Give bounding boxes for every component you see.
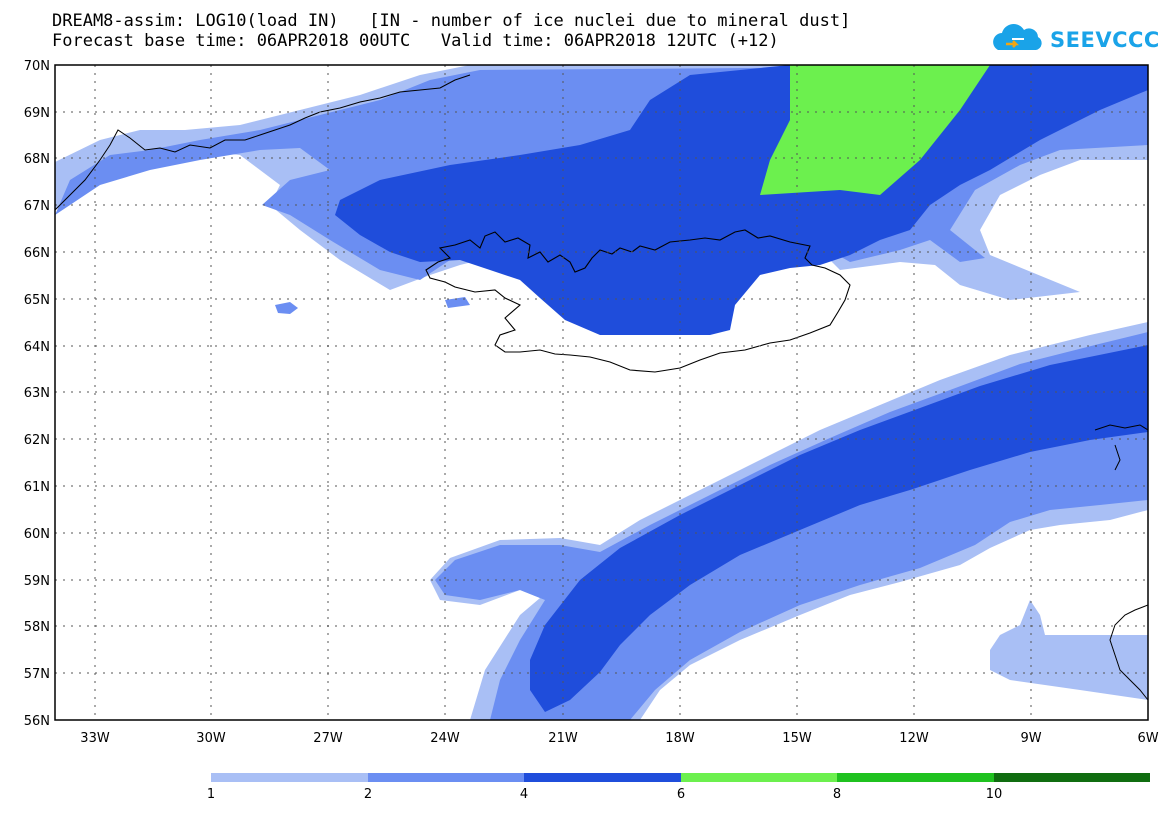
lat-label: 57N <box>24 667 50 682</box>
legend-tick-label: 1 <box>207 787 215 802</box>
scotland-coastline <box>1109 604 1148 701</box>
lon-label: 24W <box>430 731 460 746</box>
legend-swatch <box>681 773 837 782</box>
lon-label: 21W <box>548 731 578 746</box>
lon-label: 27W <box>313 731 343 746</box>
contour-level-4-north <box>335 65 1148 335</box>
lon-label: 9W <box>1020 731 1041 746</box>
cloud-icon <box>993 24 1042 50</box>
coastline-layer <box>55 74 1148 701</box>
legend-tick-label: 4 <box>520 787 528 802</box>
lat-label: 70N <box>24 59 50 74</box>
chart-title-line-1: DREAM8-assim: LOG10(load IN) [IN - numbe… <box>52 11 851 31</box>
legend-swatch <box>994 773 1150 782</box>
lat-label: 59N <box>24 574 50 589</box>
lat-label: 61N <box>24 480 50 495</box>
legend-tick-label: 2 <box>364 787 372 802</box>
lon-label: 30W <box>196 731 226 746</box>
logo-text: SEEVCCC <box>1050 28 1160 52</box>
lat-label: 68N <box>24 152 50 167</box>
lon-label: 6W <box>1137 731 1158 746</box>
legend-swatch <box>211 773 368 782</box>
seevccc-logo <box>993 24 1042 50</box>
graticule <box>55 65 1148 720</box>
lat-label: 65N <box>24 293 50 308</box>
longitude-labels: 33W 30W 27W 24W 21W 18W 15W 12W 9W 6W <box>80 731 1158 746</box>
contour-blob-1 <box>275 302 298 314</box>
map-frame <box>54 64 1149 721</box>
iceland-coastline <box>425 229 851 373</box>
chart-title-line-2: Forecast base time: 06APR2018 00UTC Vali… <box>52 31 779 51</box>
contour-blob-2 <box>445 297 470 308</box>
lat-label: 60N <box>24 527 50 542</box>
lat-label: 67N <box>24 199 50 214</box>
legend-swatch <box>524 773 681 782</box>
legend-tick-label: 6 <box>677 787 685 802</box>
lat-label: 69N <box>24 106 50 121</box>
color-legend: 1 2 4 6 8 10 <box>207 773 1150 802</box>
legend-tick-label: 10 <box>986 787 1003 802</box>
lat-label: 58N <box>24 620 50 635</box>
lon-label: 33W <box>80 731 110 746</box>
legend-swatch <box>837 773 994 782</box>
lat-label: 62N <box>24 433 50 448</box>
legend-tick-label: 8 <box>833 787 841 802</box>
lat-label: 64N <box>24 340 50 355</box>
latitude-labels: 70N 69N 68N 67N 66N 65N 64N 63N 62N 61N … <box>24 59 50 729</box>
contour-level-6 <box>760 65 990 195</box>
lon-label: 15W <box>782 731 812 746</box>
lat-label: 56N <box>24 714 50 729</box>
greenland-coastline <box>55 74 471 211</box>
lon-label: 12W <box>899 731 929 746</box>
contour-level-1-southeast <box>990 600 1148 700</box>
faroe-islands <box>1094 424 1148 471</box>
lat-label: 66N <box>24 246 50 261</box>
lat-label: 63N <box>24 386 50 401</box>
lon-label: 18W <box>665 731 695 746</box>
contour-level-4-south <box>530 345 1148 712</box>
legend-swatch <box>368 773 524 782</box>
